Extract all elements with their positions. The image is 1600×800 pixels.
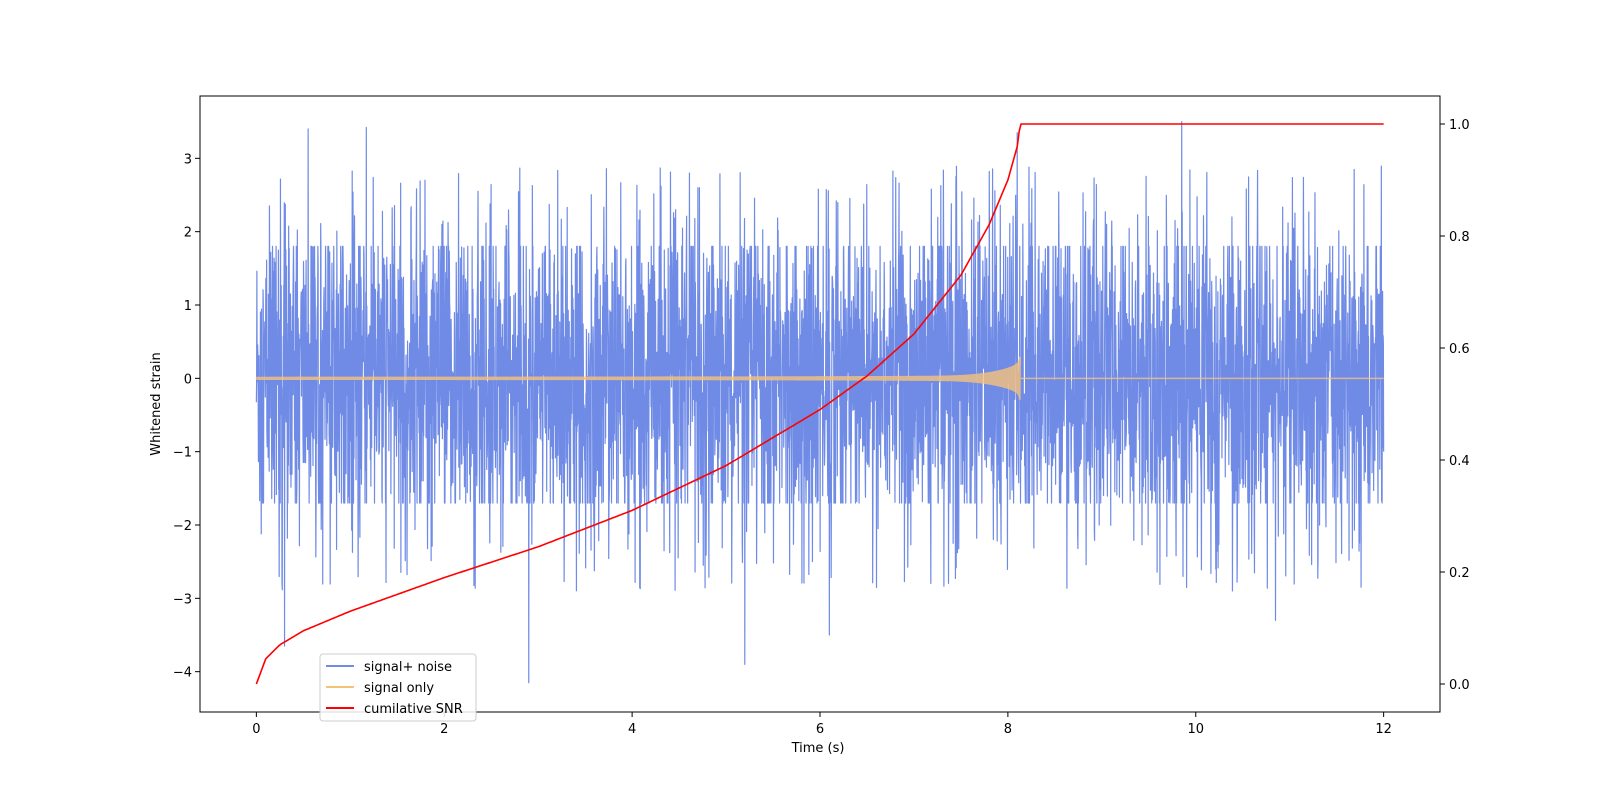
y-axis-ticks: −4 −3 −2 −1 0 1 2 3 bbox=[173, 152, 200, 681]
x-axis-ticks: 0 2 4 6 8 10 12 bbox=[252, 712, 1392, 737]
series-cumulative-snr-line bbox=[255, 123, 1384, 685]
legend-label-cumulative-snr: cumilative SNR bbox=[364, 702, 463, 717]
y2-tick-label: 0.4 bbox=[1449, 454, 1470, 469]
y-tick-label: 3 bbox=[184, 152, 192, 167]
x-tick-label: 6 bbox=[816, 722, 824, 737]
x-axis-label: Time (s) bbox=[791, 741, 845, 756]
x-tick-label: 0 bbox=[252, 722, 260, 737]
y-tick-label: 0 bbox=[184, 372, 192, 387]
x-tick-label: 10 bbox=[1187, 722, 1204, 737]
y2-tick-label: 0.2 bbox=[1449, 566, 1470, 581]
y-tick-label: 1 bbox=[184, 299, 192, 314]
y-tick-label: −3 bbox=[173, 592, 192, 607]
series-signal-plus-noise-line bbox=[255, 121, 1385, 684]
legend-box bbox=[319, 653, 477, 722]
y-tick-label: 2 bbox=[184, 226, 192, 241]
y2-tick-label: 0.8 bbox=[1449, 230, 1470, 245]
x-tick-label: 8 bbox=[1004, 722, 1012, 737]
legend-label-signal-only: signal only bbox=[364, 681, 434, 696]
x-tick-label: 12 bbox=[1375, 722, 1392, 737]
series-signal-only-line bbox=[255, 356, 1384, 401]
plot-area bbox=[255, 121, 1385, 685]
y-tick-label: −4 bbox=[173, 666, 192, 681]
legend-label-signal-plus-noise: signal+ noise bbox=[364, 660, 452, 675]
x-tick-label: 4 bbox=[628, 722, 636, 737]
x-tick-label: 2 bbox=[440, 722, 448, 737]
y2-tick-label: 0.0 bbox=[1449, 678, 1470, 693]
y-axis-label: Whitened strain bbox=[149, 352, 164, 455]
y2-tick-label: 0.6 bbox=[1449, 342, 1470, 357]
y-tick-label: −1 bbox=[173, 446, 192, 461]
legend: signal+ noise signal only cumilative SNR bbox=[319, 653, 477, 722]
y2-axis-ticks: 0.0 0.2 0.4 0.6 0.8 1.0 bbox=[1440, 118, 1470, 693]
y2-tick-label: 1.0 bbox=[1449, 118, 1470, 133]
y-tick-label: −2 bbox=[173, 519, 192, 534]
